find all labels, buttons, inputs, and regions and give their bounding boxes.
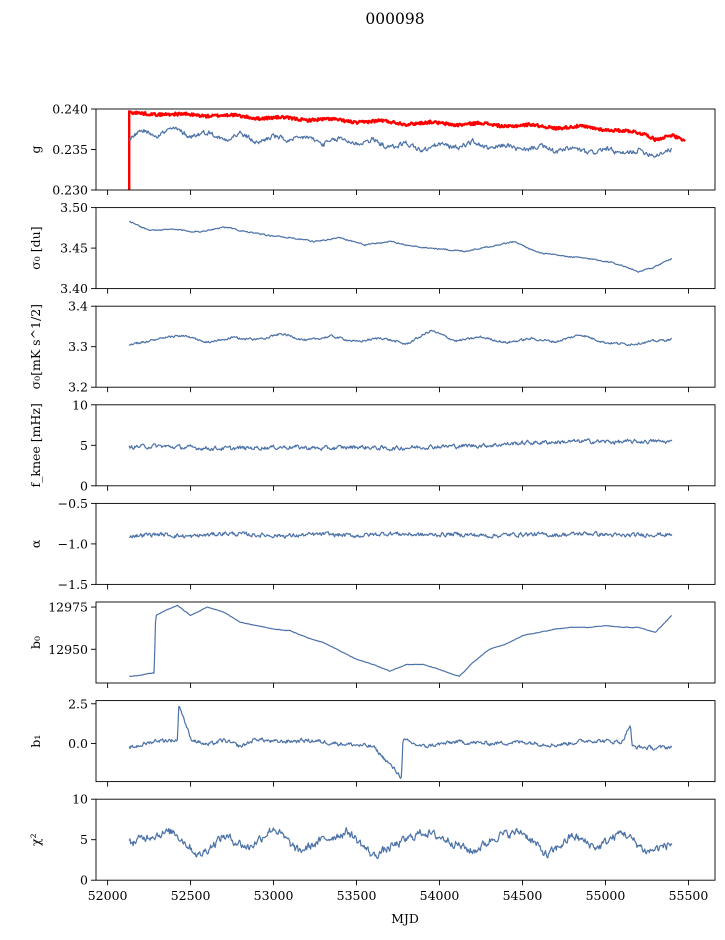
panel-7-y-axis-label: χ² <box>28 833 43 846</box>
panel-3-series-0-line <box>128 438 673 452</box>
panel-6-y-tick-label-1: 2.5 <box>68 696 88 711</box>
x-tick-label-1: 52500 <box>171 888 211 903</box>
panel-0-series-1-line <box>128 126 673 158</box>
panel-7-y-tick-label-2: 10 <box>72 792 88 807</box>
panel-4-frame <box>95 502 716 585</box>
x-tick-label-6: 55000 <box>586 888 626 903</box>
panel-5-y-axis-label: b₀ <box>28 636 43 649</box>
panel-4-y-axis-label: α <box>28 539 43 548</box>
panel-0-y-tick-label-1: 0.235 <box>52 142 88 157</box>
panel-5-series-0-line <box>129 604 673 677</box>
panel-7-y-tick-label-1: 5 <box>80 832 88 847</box>
panel-1-y-axis-label: σ₀ [du] <box>28 226 43 269</box>
x-axis-label: MJD <box>391 911 419 926</box>
panel-0-y-tick-label-2: 0.240 <box>52 102 88 117</box>
panel-1-y-tick-label-1: 3.45 <box>60 241 88 256</box>
panel-3-y-tick-label-2: 10 <box>72 397 88 412</box>
panel-7-y-tick-label-0: 0 <box>80 873 88 888</box>
panel-6-y-tick-label-0: 0.0 <box>68 736 88 751</box>
panel-2-y-tick-label-1: 3.3 <box>68 339 88 354</box>
panel-0-y-tick-label-0: 0.230 <box>52 183 88 198</box>
panel-3-y-tick-label-0: 0 <box>80 478 88 493</box>
panel-0-series-0-line <box>127 110 686 190</box>
panel-0-y-axis-label: g <box>28 145 43 153</box>
panel-6-y-axis-label: b₁ <box>28 735 43 748</box>
panel-0-frame <box>95 108 716 191</box>
panel-1-series-0-line <box>129 220 673 273</box>
panel-6-frame <box>95 700 716 783</box>
panel-6-series-0-line <box>128 705 673 779</box>
figure-title: 000098 <box>365 10 424 28</box>
panel-1-y-tick-label-0: 3.40 <box>60 281 88 296</box>
panel-4-y-tick-label-2: −0.5 <box>58 496 88 511</box>
panel-2-frame <box>95 305 716 388</box>
panel-5-y-tick-label-1: 12975 <box>48 600 88 615</box>
panel-2-y-tick-label-2: 3.4 <box>68 299 88 314</box>
panel-2-series-0-line <box>128 329 673 347</box>
panel-7-series-0-line <box>128 827 673 860</box>
x-tick-label-2: 53000 <box>254 888 294 903</box>
x-tick-label-0: 52000 <box>88 888 128 903</box>
x-tick-label-5: 54500 <box>503 888 543 903</box>
panel-4-y-tick-label-0: −1.5 <box>58 577 88 592</box>
panel-3-y-tick-label-1: 5 <box>80 438 88 453</box>
panel-2-y-axis-label: σ₀[mK s^1/2] <box>28 304 43 389</box>
x-tick-label-4: 54000 <box>420 888 460 903</box>
x-tick-label-7: 55500 <box>669 888 709 903</box>
panel-5-frame <box>95 601 716 684</box>
panel-5-y-tick-label-0: 12950 <box>48 642 88 657</box>
panel-1-frame <box>95 207 716 290</box>
panel-4-y-tick-label-1: −1.0 <box>58 536 88 551</box>
x-tick-label-3: 53500 <box>337 888 377 903</box>
panel-2-y-tick-label-0: 3.2 <box>68 380 88 395</box>
panel-1-y-tick-label-2: 3.50 <box>60 200 88 215</box>
panel-4-series-0-line <box>129 530 673 539</box>
panel-3-y-axis-label: f_knee [mHz] <box>28 403 43 487</box>
